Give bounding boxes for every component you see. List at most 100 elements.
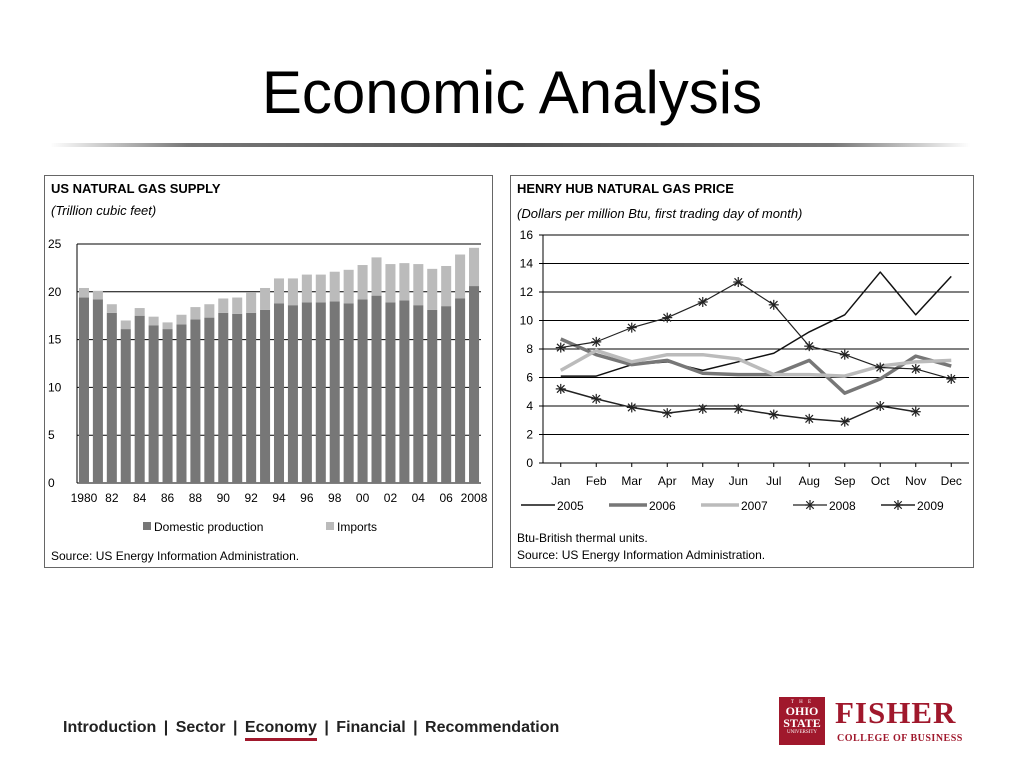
- domestic-production-bar: [329, 301, 340, 483]
- domestic-production-bar: [469, 286, 480, 483]
- domestic-production-bar: [315, 302, 326, 483]
- nav-separator: |: [232, 719, 238, 736]
- imports-bar: [260, 287, 271, 310]
- x-tick-label: 82: [105, 491, 119, 505]
- imports-bar: [287, 278, 298, 306]
- imports-bar: [148, 316, 159, 326]
- y-tick-label: 8: [526, 342, 533, 356]
- domestic-production-bar: [92, 299, 103, 483]
- series-marker-2008: [910, 363, 921, 374]
- imports-bar: [413, 264, 424, 306]
- x-tick-label: Sep: [834, 474, 856, 488]
- y-tick-label: 5: [48, 428, 55, 442]
- series-marker-2009: [662, 408, 673, 419]
- gas-price-chart-title: HENRY HUB NATURAL GAS PRICE: [517, 181, 734, 196]
- imports-bar: [385, 264, 396, 303]
- gas-price-source-note: Source: US Energy Information Administra…: [517, 548, 766, 562]
- domestic-production-bar: [385, 302, 396, 483]
- x-tick-label: Jan: [551, 474, 570, 488]
- series-marker-2009: [555, 383, 566, 394]
- domestic-production-bar: [357, 299, 368, 483]
- fisher-wordmark: FISHER: [835, 695, 957, 730]
- series-line-2005: [560, 271, 952, 377]
- legend-marker-2008: [805, 500, 815, 510]
- imports-bar: [204, 304, 215, 318]
- x-tick-label: 04: [412, 491, 426, 505]
- series-line-2007: [559, 348, 952, 378]
- series-marker-2009: [733, 403, 744, 414]
- gas-price-line-chart: 0 2 4 6 8 10 12 14 16 Jan Feb Mar Apr May Jun Jul Aug Sep…: [520, 228, 969, 513]
- series-marker-2008: [768, 299, 779, 310]
- x-tick-label: Nov: [905, 474, 926, 488]
- legend-domestic-label: Domestic production: [154, 520, 263, 534]
- nav-recommendation[interactable]: Recommendation: [425, 719, 560, 736]
- domestic-production-bar: [176, 324, 187, 483]
- imports-bar: [399, 263, 410, 301]
- x-tick-label: Jun: [729, 474, 748, 488]
- domestic-production-bar: [399, 300, 410, 483]
- imports-bar: [176, 314, 187, 325]
- series-marker-2008: [946, 373, 957, 384]
- series-marker-2009: [910, 406, 921, 417]
- y-tick-label: 2: [526, 428, 533, 442]
- series-marker-2009: [626, 402, 637, 413]
- legend-imports-label: Imports: [337, 520, 377, 534]
- x-tick-label: 98: [328, 491, 342, 505]
- series-marker-2008: [555, 342, 566, 353]
- imports-bar: [371, 257, 382, 296]
- x-tick-label: Aug: [799, 474, 820, 488]
- domestic-production-bar: [162, 329, 173, 483]
- y-tick-label: 25: [48, 237, 62, 251]
- imports-bar: [120, 320, 131, 330]
- series-line-2006: [560, 337, 952, 395]
- domestic-production-bar: [190, 319, 201, 483]
- gas-supply-bar-chart: 0 5 10 15 20 25 1980 82 84 86 88 90 92 94 96 98 00 02 04 06…: [48, 237, 488, 534]
- domestic-production-bar: [371, 295, 382, 483]
- y-tick-label: 10: [48, 380, 62, 394]
- y-tick-label: 16: [520, 228, 534, 242]
- nav-sector[interactable]: Sector: [175, 719, 226, 736]
- series-marker-2009: [591, 393, 602, 404]
- domestic-production-bar: [343, 303, 354, 483]
- imports-bar: [78, 287, 89, 298]
- domestic-production-bar: [246, 312, 257, 483]
- nav-economy[interactable]: Economy: [244, 719, 317, 741]
- nav-separator: |: [163, 719, 169, 736]
- series-marker-2009: [875, 401, 886, 411]
- gas-price-chart-subtitle: (Dollars per million Btu, first trading …: [517, 206, 803, 221]
- imports-bar: [455, 254, 466, 299]
- fisher-logo: T H E OHIO STATE UNIVERSITY FISHER COLLE…: [779, 695, 974, 747]
- gas-supply-chart-subtitle: (Trillion cubic feet): [51, 203, 157, 218]
- title-divider: [50, 143, 970, 147]
- x-tick-label: 86: [161, 491, 175, 505]
- imports-bar: [469, 247, 480, 287]
- nav-introduction[interactable]: Introduction: [63, 719, 157, 736]
- btu-definition-note: Btu-British thermal units.: [517, 531, 648, 545]
- imports-bar: [162, 322, 173, 330]
- legend-marker-2009: [893, 500, 903, 510]
- series-marker-2009: [768, 409, 779, 420]
- domestic-production-bar: [148, 325, 159, 483]
- y-tick-label: 0: [526, 456, 533, 470]
- series-marker-2008: [697, 296, 708, 307]
- imports-bar: [246, 292, 257, 313]
- series-marker-2008: [875, 362, 886, 373]
- nav-separator: |: [324, 719, 329, 736]
- imports-bar: [273, 278, 285, 304]
- series-marker-2008: [839, 349, 850, 360]
- nav-financial[interactable]: Financial: [336, 719, 406, 736]
- series-marker-2008: [804, 341, 815, 352]
- domestic-production-bar: [301, 302, 312, 483]
- section-nav: Introduction | Sector | Economy | Financ…: [63, 719, 560, 741]
- x-tick-label: 96: [300, 491, 314, 505]
- legend-label-2008: 2008: [829, 499, 856, 513]
- x-tick-label: 2008: [461, 491, 488, 505]
- y-tick-label: 6: [526, 371, 533, 385]
- domestic-production-bar: [120, 329, 131, 483]
- series-marker-2008: [733, 277, 744, 288]
- imports-bar: [441, 265, 452, 307]
- x-tick-label: 90: [217, 491, 231, 505]
- domestic-production-bar: [455, 298, 466, 483]
- x-tick-label: 00: [356, 491, 370, 505]
- x-tick-label: May: [691, 474, 714, 488]
